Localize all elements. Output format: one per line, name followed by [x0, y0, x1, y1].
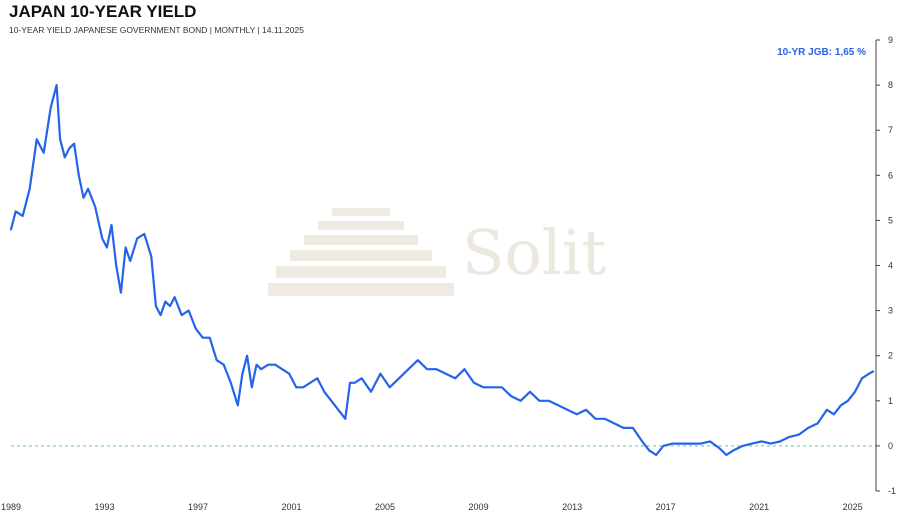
series-line — [9, 84, 875, 456]
x-tick-label: 2025 — [843, 502, 863, 512]
x-tick-label: 2001 — [282, 502, 302, 512]
x-tick-label: 1993 — [94, 502, 114, 512]
chart-subtitle: 10-YEAR YIELD JAPANESE GOVERNMENT BOND |… — [9, 25, 304, 35]
y-tick-label: 3 — [888, 306, 893, 316]
x-tick-label: 2021 — [749, 502, 769, 512]
y-tick-label: 6 — [888, 170, 893, 180]
x-tick-label: 2013 — [562, 502, 582, 512]
x-tick-label: 1997 — [188, 502, 208, 512]
x-tick-label: 1989 — [1, 502, 21, 512]
y-tick-label: 4 — [888, 261, 893, 271]
y-tick-label: 0 — [888, 441, 893, 451]
watermark-pyramid-icon — [268, 208, 454, 296]
current-value-annotation: 10-YR JGB: 1,65 % — [777, 47, 866, 58]
x-tick-label: 2005 — [375, 502, 395, 512]
y-tick-label: 8 — [888, 80, 893, 90]
watermark-text: Solit — [462, 216, 606, 289]
x-tick-label: 2017 — [656, 502, 676, 512]
y-tick-label: -1 — [888, 486, 896, 496]
y-tick-label: 2 — [888, 351, 893, 361]
y-tick-label: 7 — [888, 125, 893, 135]
x-tick-label: 2009 — [469, 502, 489, 512]
y-tick-label: 5 — [888, 215, 893, 225]
watermark-logo: Solit — [268, 208, 606, 296]
chart-title: JAPAN 10-YEAR YIELD — [9, 2, 197, 21]
y-tick-label: 1 — [888, 396, 893, 406]
y-tick-label: 9 — [888, 35, 893, 45]
